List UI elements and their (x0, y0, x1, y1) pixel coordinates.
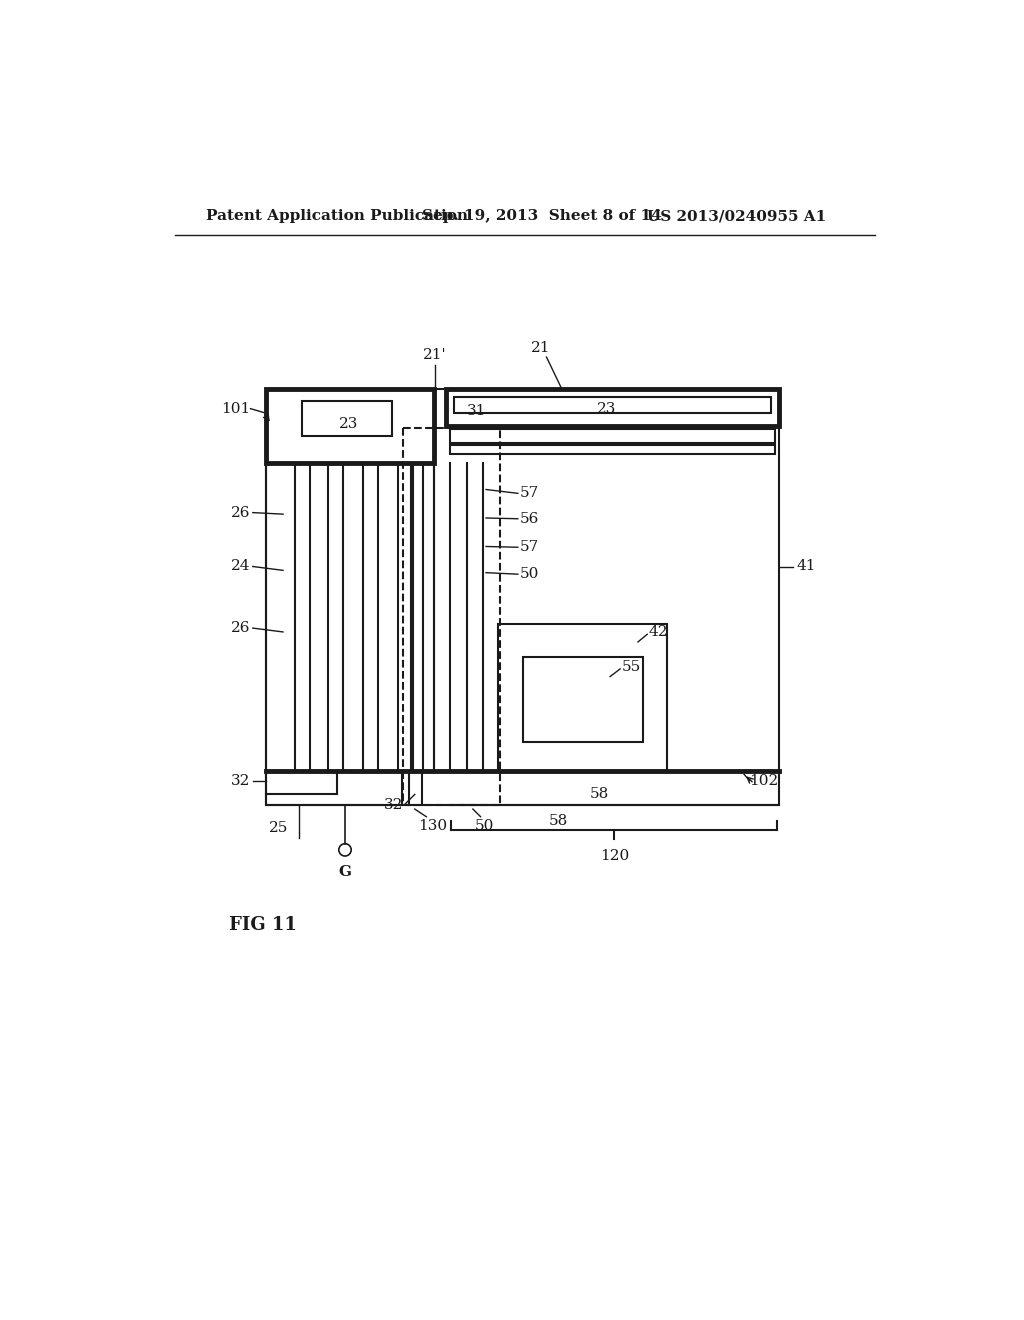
Bar (450, 429, 775, 444)
Text: 24: 24 (231, 560, 251, 573)
Bar (403, 428, 500, 771)
Bar (266, 389, 434, 462)
Bar (445, 389, 779, 426)
Bar (523, 657, 643, 742)
Bar (302, 401, 391, 436)
Text: 23: 23 (597, 401, 616, 416)
Bar (450, 445, 775, 454)
Text: 42: 42 (649, 624, 669, 639)
Text: 41: 41 (796, 560, 815, 573)
Text: 120: 120 (600, 849, 629, 863)
Text: Sep. 19, 2013  Sheet 8 of 14: Sep. 19, 2013 Sheet 8 of 14 (423, 209, 663, 223)
Text: G: G (339, 866, 351, 879)
Text: 57: 57 (519, 540, 539, 554)
Bar (266, 389, 779, 805)
Text: FIG 11: FIG 11 (228, 916, 297, 933)
Text: 50: 50 (519, 568, 539, 581)
Bar (266, 771, 401, 805)
Text: 58: 58 (590, 787, 609, 801)
Bar (403, 771, 500, 805)
Text: 130: 130 (418, 818, 447, 833)
Text: 21: 21 (531, 341, 551, 355)
Text: 32: 32 (231, 774, 251, 788)
Text: 21': 21' (423, 348, 446, 363)
Text: US 2013/0240955 A1: US 2013/0240955 A1 (647, 209, 826, 223)
Text: 101: 101 (221, 401, 251, 416)
Text: 58: 58 (549, 813, 567, 828)
Text: 26: 26 (231, 506, 251, 520)
Text: 25: 25 (269, 821, 289, 836)
Text: 56: 56 (519, 512, 539, 525)
Text: 26: 26 (231, 622, 251, 635)
Text: 31: 31 (467, 404, 486, 418)
Text: 57: 57 (519, 486, 539, 500)
Text: 55: 55 (622, 660, 641, 673)
Text: 23: 23 (339, 417, 358, 432)
Text: Patent Application Publication: Patent Application Publication (206, 209, 468, 223)
Text: 102: 102 (750, 774, 779, 788)
Bar (454, 397, 771, 412)
Bar (499, 624, 668, 771)
Text: 50: 50 (475, 818, 495, 833)
Text: 32: 32 (384, 799, 403, 812)
